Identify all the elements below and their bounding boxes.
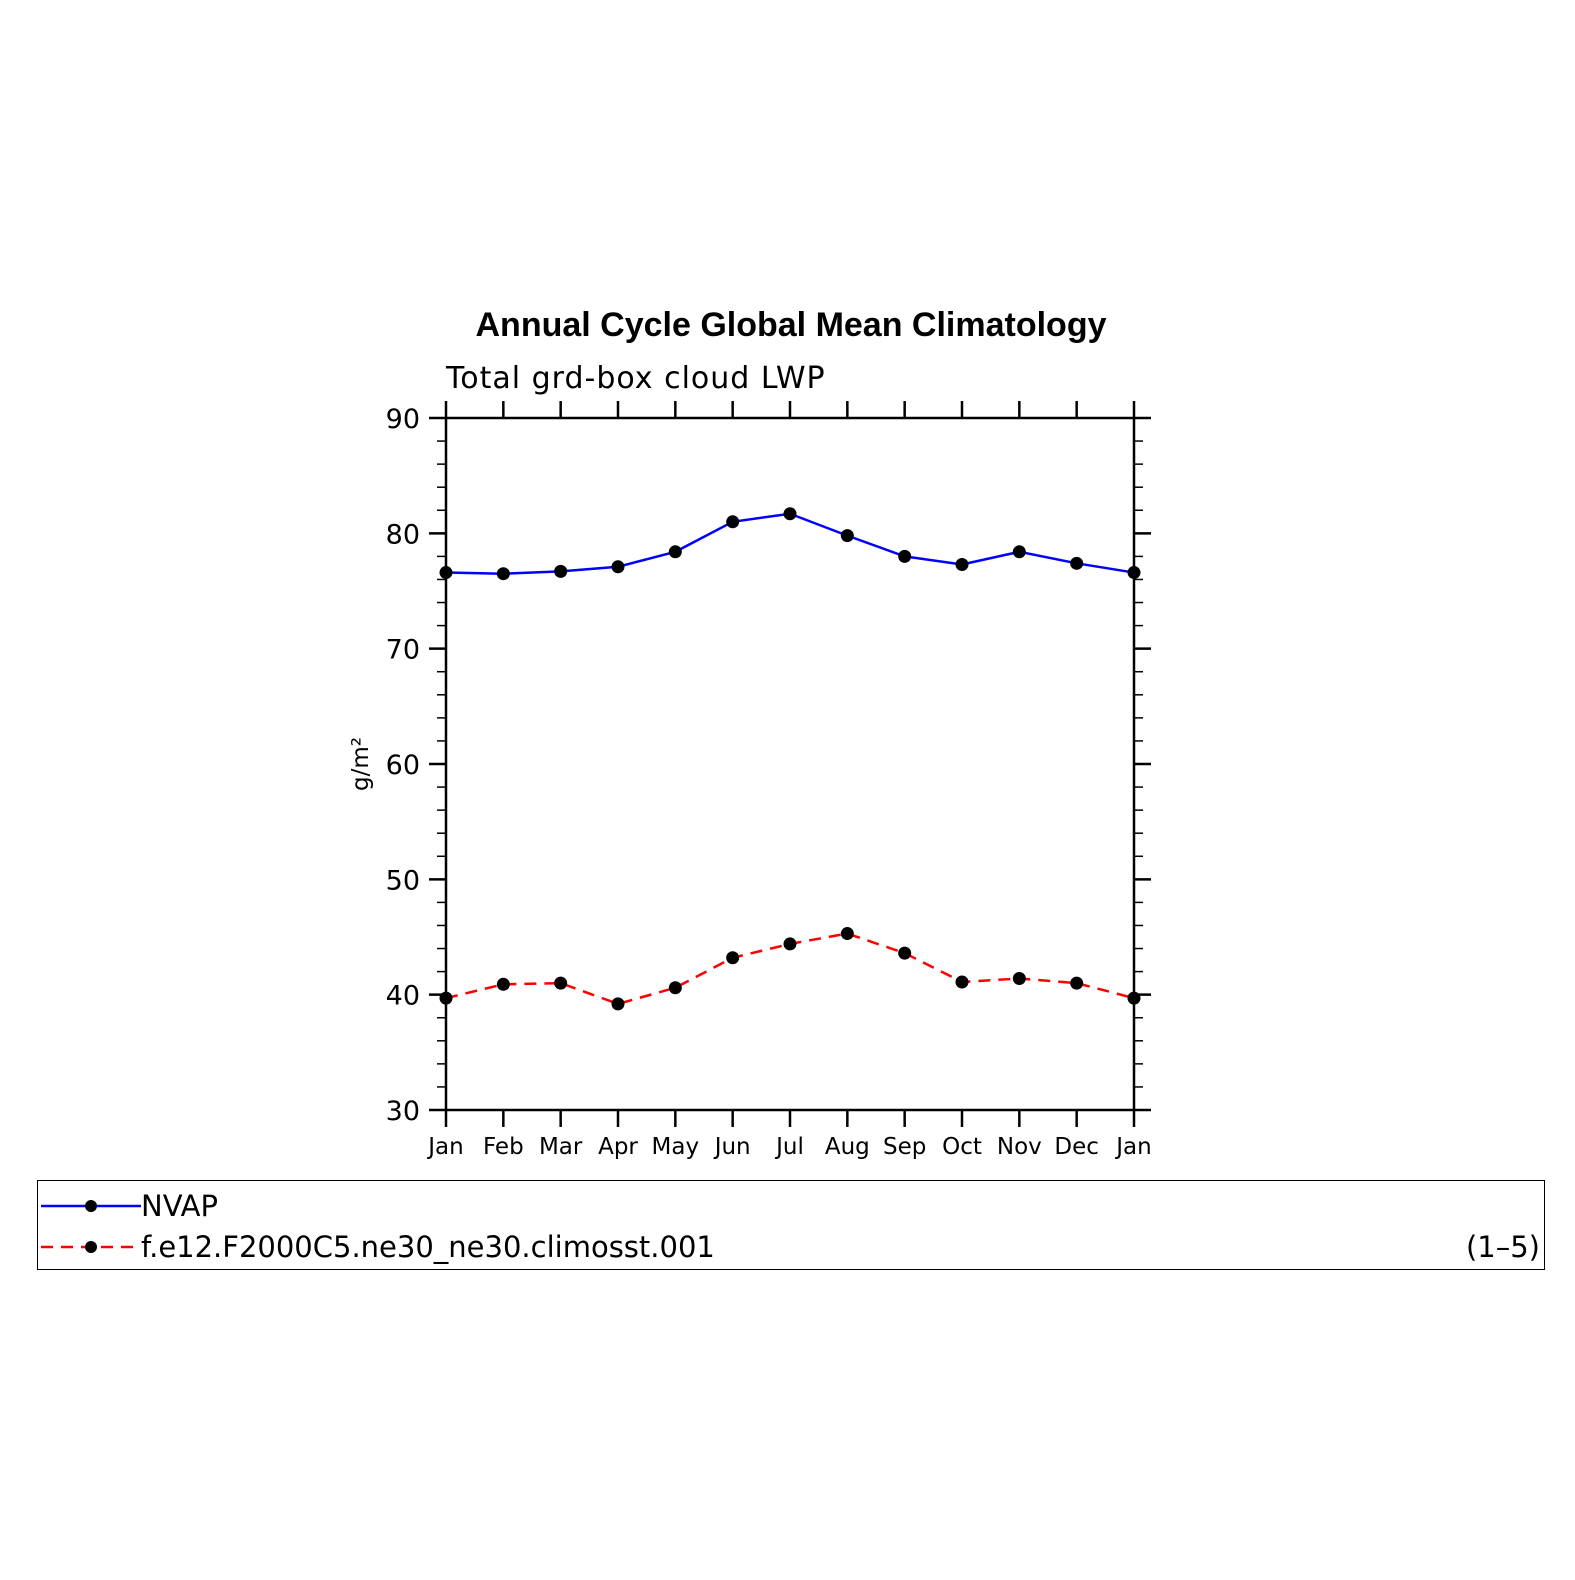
x-tick-label: Jan bbox=[426, 1134, 463, 1160]
x-tick-label: Aug bbox=[825, 1134, 870, 1160]
series-0-point bbox=[840, 529, 854, 543]
series-0-point bbox=[898, 549, 912, 563]
legend-marker-model bbox=[85, 1241, 97, 1253]
legend-svg: NVAP f.e12.F2000C5.ne30_ne30.climosst.00… bbox=[41, 1189, 1540, 1264]
series-1-point bbox=[783, 937, 797, 951]
x-tick-label: May bbox=[652, 1134, 700, 1160]
y-tick-label: 50 bbox=[386, 865, 420, 896]
series-0-point bbox=[439, 566, 453, 580]
axes: 30 40 50 60 70 80 90 Jan Feb Mar Apr May Jun Jul Aug Se… bbox=[348, 401, 1152, 1160]
series-1-point bbox=[668, 981, 682, 995]
series-0-point bbox=[1012, 545, 1026, 559]
x-tick-label: Mar bbox=[539, 1134, 583, 1160]
y-tick-label: 70 bbox=[386, 635, 420, 666]
y-tick-label: 30 bbox=[386, 1096, 420, 1127]
series-0-point bbox=[955, 557, 969, 571]
x-tick-label: Jul bbox=[774, 1134, 804, 1160]
x-tick-label: Sep bbox=[883, 1134, 926, 1160]
series-1-point bbox=[554, 976, 568, 990]
legend-label-model: f.e12.F2000C5.ne30_ne30.climosst.001 bbox=[141, 1230, 715, 1264]
series-1-point bbox=[439, 991, 453, 1005]
series-1-point bbox=[1012, 972, 1026, 986]
y-tick-label: 80 bbox=[386, 519, 420, 550]
series-0-point bbox=[668, 545, 682, 559]
y-tick-label: 40 bbox=[386, 981, 420, 1012]
y-tick-label: 90 bbox=[386, 404, 420, 435]
x-tick-label: Oct bbox=[942, 1134, 982, 1160]
series-1-point bbox=[726, 951, 740, 965]
y-tick-label: 60 bbox=[386, 750, 420, 781]
series-1-point bbox=[1127, 991, 1141, 1005]
plot-series bbox=[439, 507, 1141, 1011]
series-1-point bbox=[611, 997, 625, 1011]
legend-label-nvap: NVAP bbox=[141, 1189, 218, 1223]
chart-title: Annual Cycle Global Mean Climatology bbox=[476, 306, 1107, 344]
chart-subtitle: Total grd-box cloud LWP bbox=[445, 361, 826, 396]
x-tick-label: Nov bbox=[997, 1134, 1042, 1160]
legend: NVAP f.e12.F2000C5.ne30_ne30.climosst.00… bbox=[37, 1180, 1545, 1270]
legend-marker-nvap bbox=[85, 1200, 97, 1212]
series-1-point bbox=[840, 927, 854, 941]
plot-frame bbox=[444, 416, 1136, 1112]
y-axis-label: g/m² bbox=[348, 737, 374, 791]
series-1-point bbox=[496, 977, 510, 991]
series-line-0 bbox=[445, 512, 1135, 575]
series-1-point bbox=[955, 975, 969, 989]
series-1-point bbox=[1070, 976, 1084, 990]
series-0-point bbox=[1127, 566, 1141, 580]
series-0-point bbox=[554, 564, 568, 578]
x-tick-label: Apr bbox=[598, 1134, 638, 1160]
series-0-point bbox=[783, 507, 797, 521]
series-1-point bbox=[898, 946, 912, 960]
x-tick-label: Jun bbox=[713, 1134, 751, 1160]
x-tick-label: Jan bbox=[1114, 1134, 1151, 1160]
series-0-point bbox=[496, 567, 510, 581]
x-tick-label: Feb bbox=[483, 1134, 524, 1160]
series-0-point bbox=[726, 515, 740, 529]
series-0-point bbox=[611, 560, 625, 574]
x-tick-label: Dec bbox=[1054, 1134, 1099, 1160]
series-0-point bbox=[1070, 556, 1084, 570]
legend-range-label: (1–5) bbox=[1466, 1230, 1540, 1264]
